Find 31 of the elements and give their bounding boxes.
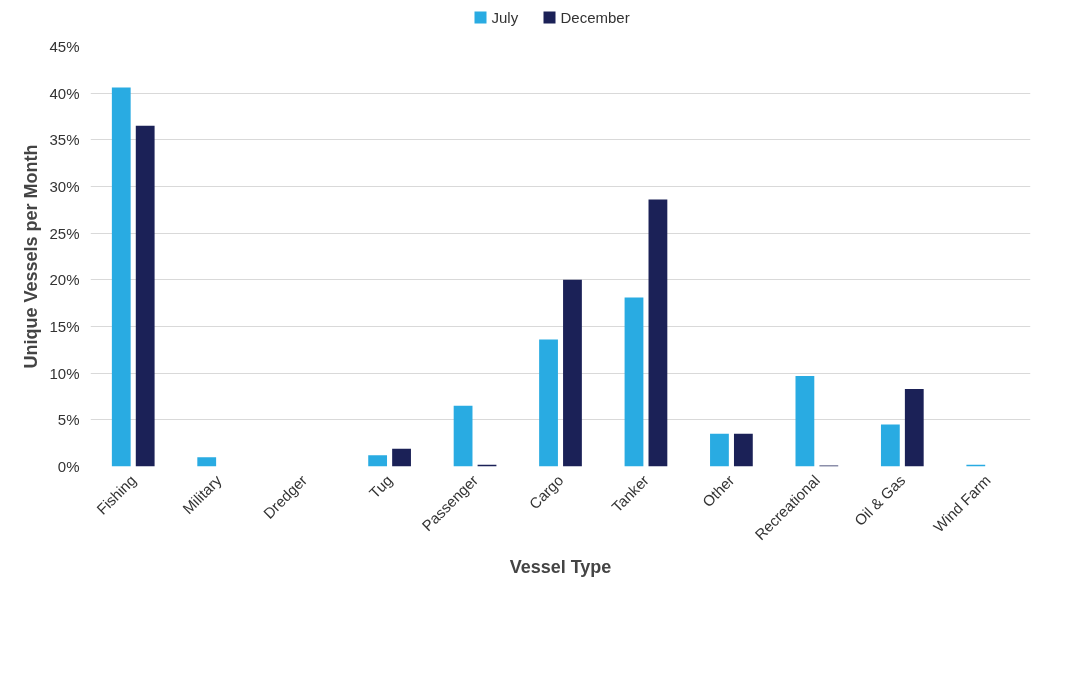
y-tick-label: 45%: [49, 38, 80, 55]
bar: [733, 433, 753, 467]
bar: [904, 389, 924, 467]
bar: [197, 457, 217, 467]
x-axis-title: Vessel Type: [509, 557, 612, 578]
bar: [135, 125, 155, 467]
bar: [368, 455, 388, 467]
x-tick-label: Tug: [365, 471, 396, 502]
bar: [539, 339, 558, 467]
y-tick-label: 25%: [49, 224, 80, 242]
y-tick-label: 0%: [57, 458, 80, 475]
legend-label: July: [491, 9, 519, 26]
y-tick-label: 20%: [49, 271, 80, 289]
y-tick-label: 40%: [49, 84, 80, 102]
bar: [710, 433, 729, 467]
y-tick-label: 35%: [49, 131, 80, 149]
bar: [795, 375, 815, 467]
bar: [392, 448, 411, 467]
y-tick-label: 5%: [57, 411, 80, 429]
y-tick-label: 30%: [49, 178, 80, 195]
bar: [111, 87, 131, 467]
y-axis-title: Unique Vessels per Month: [21, 144, 42, 369]
bar: [880, 424, 900, 467]
legend-label: December: [560, 9, 630, 26]
y-tick-label: 10%: [49, 364, 80, 382]
bar: [453, 405, 473, 467]
bar: [648, 199, 668, 467]
bar: [624, 297, 644, 467]
x-tick-label: Oil & Gas: [850, 471, 909, 529]
y-tick-label: 15%: [49, 318, 80, 335]
bar: [563, 279, 582, 467]
